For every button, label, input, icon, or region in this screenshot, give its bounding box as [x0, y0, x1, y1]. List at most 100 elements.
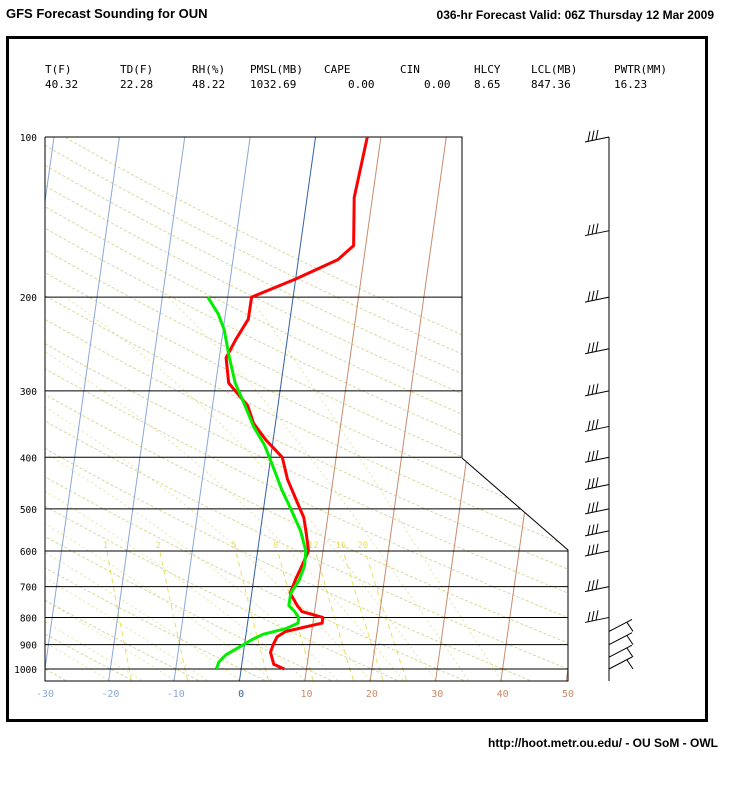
barb-feather	[591, 419, 595, 431]
wind-barb	[608, 632, 634, 646]
mixing-ratio-line	[342, 550, 384, 681]
wind-barb	[584, 610, 610, 623]
mixing-ratio-line	[315, 550, 354, 681]
barb-shaft	[584, 348, 610, 355]
stat-value-pwtr: 16.23	[614, 78, 648, 91]
isotherm	[238, 137, 318, 681]
mixing-ratio-line	[106, 550, 132, 681]
mixing-ratio-label: 1	[103, 541, 108, 551]
stat-value-temperature: 40.32	[45, 78, 79, 91]
barb-feather	[587, 545, 591, 556]
stat-label-dewpoint: TD(F)	[120, 63, 154, 76]
barb-shaft	[584, 296, 610, 303]
wind-barb	[608, 644, 634, 658]
barb-feather	[587, 451, 591, 462]
footer-credit: http://hoot.metr.ou.edu/ - OU SoM - OWL	[488, 736, 718, 750]
barb-shaft	[584, 230, 610, 237]
dry-adiabat	[45, 137, 568, 681]
barb-feather	[626, 635, 634, 645]
wind-barb	[584, 579, 610, 593]
pressure-tick-label: 300	[20, 387, 37, 398]
stat-value-cape: 0.00	[348, 78, 375, 91]
stat-label-cape: CAPE	[324, 63, 351, 76]
barb-shaft	[584, 508, 610, 515]
mixing-ratio-line	[364, 550, 407, 681]
pressure-tick-label: 800	[20, 613, 37, 624]
barb-feather	[587, 343, 591, 354]
barb-feather	[587, 224, 591, 236]
barb-feather	[626, 622, 634, 632]
dry-adiabat	[45, 137, 568, 681]
barb-shaft	[584, 456, 610, 463]
barb-feather	[595, 289, 599, 301]
valid-time: 036-hr Forecast Valid: 06Z Thursday 12 M…	[436, 8, 714, 22]
barb-shaft	[608, 619, 633, 632]
dry-adiabat	[45, 137, 568, 681]
isotherm	[434, 137, 514, 681]
barb-feather	[591, 524, 595, 535]
isotherm	[107, 137, 187, 681]
wind-barb	[584, 223, 610, 237]
stat-value-dewpoint: 22.28	[120, 78, 154, 91]
moist-adiabat	[45, 296, 404, 681]
plot-outline	[44, 136, 569, 682]
barb-feather	[595, 523, 599, 534]
barb-feather	[595, 383, 599, 394]
stat-label-rh: RH(%)	[192, 63, 226, 76]
barb-feather	[587, 503, 591, 514]
stat-label-pwtr: PWTR(MM)	[614, 63, 667, 76]
barb-feather	[595, 579, 599, 590]
barb-feather	[591, 478, 595, 489]
moist-adiabat	[45, 296, 371, 681]
dewpoint-trace	[206, 296, 308, 670]
dry-adiabat	[45, 137, 568, 681]
pressure-tick-label: 100	[20, 133, 37, 144]
mixing-ratio-label: 20	[357, 541, 368, 551]
dry-adiabat	[45, 137, 568, 681]
mixing-ratio-label: 16	[335, 541, 346, 551]
dry-adiabat	[45, 137, 66, 681]
barb-shaft	[608, 644, 633, 658]
sounding-frame	[6, 36, 708, 722]
isotherm	[369, 137, 449, 681]
temperature-tick-label: -30	[36, 689, 54, 700]
temperature-tick-label: 10	[300, 689, 312, 700]
barb-feather	[595, 477, 599, 488]
barb-feather	[587, 580, 591, 592]
stat-label-temperature: T(F)	[45, 63, 72, 76]
temperature-tick-label: 30	[431, 689, 443, 700]
isotherm	[500, 137, 568, 681]
barb-shaft	[584, 550, 610, 557]
barb-feather	[595, 419, 599, 430]
wind-barb	[584, 383, 610, 397]
stat-label-cin: CIN	[400, 63, 420, 76]
moist-adiabat	[167, 296, 469, 681]
stat-value-hlcy: 8.65	[474, 78, 501, 91]
barb-feather	[587, 478, 591, 490]
wind-barb	[584, 289, 610, 303]
temperature-tick-label: -10	[167, 689, 185, 700]
temperature-tick-label: 50	[562, 689, 574, 700]
stat-label-hlcy: HLCY	[474, 63, 501, 76]
barb-feather	[591, 450, 595, 461]
barb-feather	[591, 130, 595, 141]
barb-feather	[587, 385, 591, 396]
pressure-tick-label: 900	[20, 641, 37, 652]
barb-feather	[626, 659, 634, 670]
dry-adiabat	[45, 137, 568, 681]
wind-barb	[608, 619, 634, 632]
dry-adiabat	[45, 137, 568, 681]
isotherm	[173, 137, 253, 681]
barb-feather	[626, 647, 634, 658]
page-title: GFS Forecast Sounding for OUN	[6, 6, 208, 21]
barb-shaft	[584, 616, 610, 623]
wind-barb	[584, 523, 610, 537]
barb-feather	[587, 420, 591, 431]
wind-barb	[584, 543, 610, 557]
barb-feather	[595, 543, 599, 554]
moist-adiabat	[45, 296, 110, 681]
dry-adiabat	[45, 137, 568, 681]
barb-feather	[591, 580, 595, 591]
barb-feather	[587, 525, 591, 536]
